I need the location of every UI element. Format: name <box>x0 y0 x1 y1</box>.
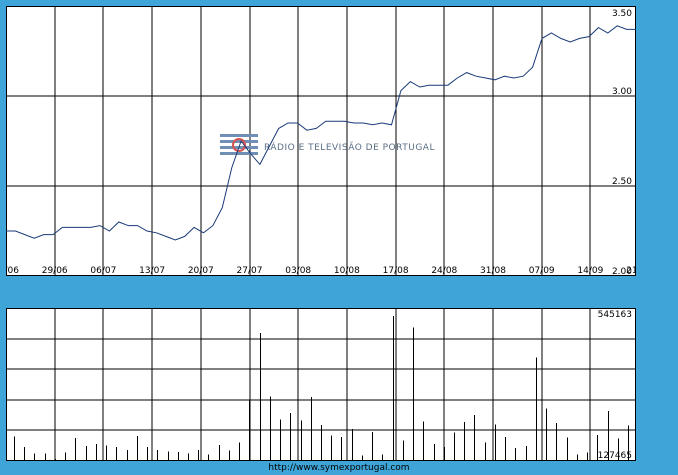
price-x-tick-label: 31/08 <box>480 266 506 276</box>
watermark-text: RÁDIO E TELEVISÃO DE PORTUGAL <box>264 141 435 153</box>
price-x-tick-label: 27/07 <box>237 266 263 276</box>
price-y-tick-label: 2.50 <box>612 177 632 187</box>
rtp-watermark: RÁDIO E TELEVISÃO DE PORTUGAL <box>220 134 435 155</box>
price-x-tick-label: 20/07 <box>188 266 214 276</box>
price-x-tick-label: 06/07 <box>90 266 116 276</box>
price-y-tick-label: 3.50 <box>612 9 632 19</box>
price-y-tick-label: 2.00 <box>612 267 632 276</box>
price-x-tick-label: 22/06 <box>6 266 19 276</box>
price-x-tick-label: 13/07 <box>139 266 165 276</box>
price-x-tick-label: 10/08 <box>334 266 360 276</box>
price-chart: RÁDIO E TELEVISÃO DE PORTUGAL 22/06 29/06… <box>0 5 652 277</box>
price-line <box>6 25 636 241</box>
price-x-tick-label: 07/09 <box>529 266 555 276</box>
volume-y-max-label: 545163 <box>598 310 632 320</box>
footer-url[interactable]: http://www.symexportugal.com <box>268 463 410 473</box>
price-y-tick-label: 3.00 <box>612 87 632 97</box>
price-x-tick-label: 29/06 <box>42 266 68 276</box>
price-chart-panel: RÁDIO E TELEVISÃO DE PORTUGAL 22/06 29/06… <box>0 5 652 277</box>
price-x-tick-label: 03/08 <box>285 266 311 276</box>
price-x-tick-label: 17/08 <box>383 266 409 276</box>
price-x-tick-label: 14/09 <box>577 266 603 276</box>
volume-y-min-label: 127465 <box>598 451 632 461</box>
volume-chart-panel: 545163 127465 <box>5 308 640 461</box>
price-x-tick-label: 24/08 <box>431 266 457 276</box>
volume-chart: 545163 127465 <box>5 308 640 461</box>
price-frame <box>6 6 636 276</box>
